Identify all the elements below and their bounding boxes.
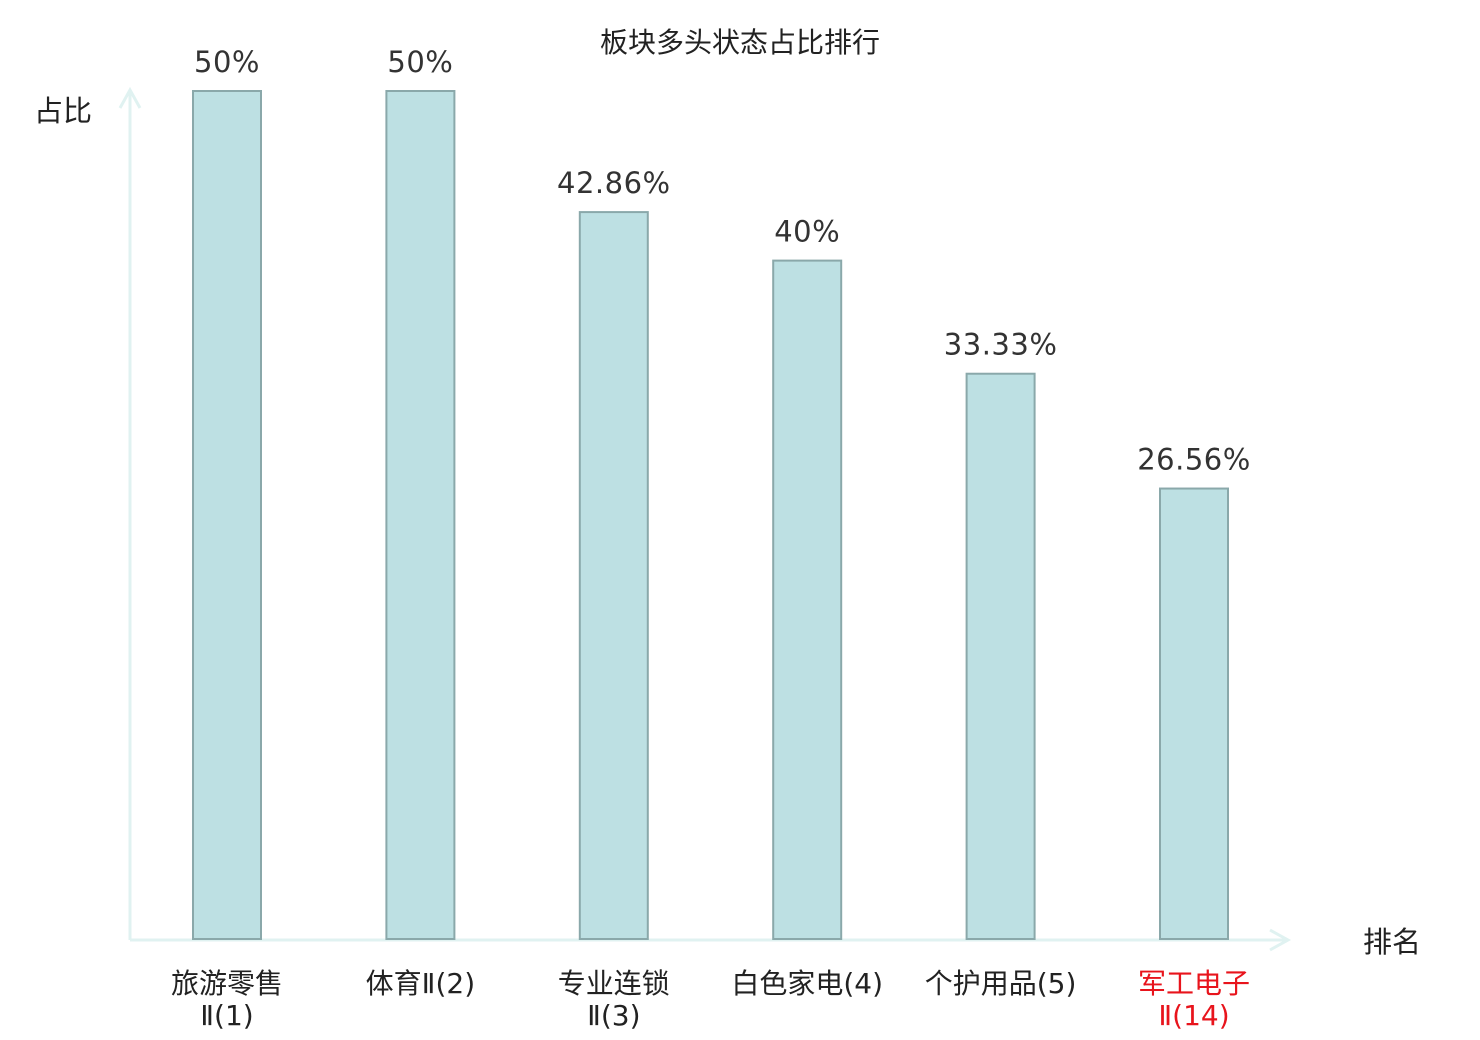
category-label-line: 白色家电(4) xyxy=(731,967,883,1000)
value-label-5: 33.33% xyxy=(944,328,1058,362)
x-axis-label: 排名 xyxy=(1363,925,1421,959)
category-label-5: 个护用品(5) xyxy=(925,967,1077,1000)
category-label-line: 个护用品(5) xyxy=(925,967,1077,1000)
category-label-1: 旅游零售 Ⅱ(1) xyxy=(171,967,283,1032)
category-labels: 旅游零售 Ⅱ(1) 体育Ⅱ(2) 专业连锁 Ⅱ(3) 白色家电(4) 个护用品(5) 军工电子… xyxy=(171,967,1250,1032)
category-label-6: 军工电子 Ⅱ(14) xyxy=(1138,967,1250,1032)
value-label-1: 50% xyxy=(194,45,260,79)
category-label-line: Ⅱ(3) xyxy=(587,999,640,1032)
value-label-4: 40% xyxy=(774,215,840,249)
category-label-line: 体育Ⅱ(2) xyxy=(366,967,475,1000)
category-label-line: 专业连锁 xyxy=(558,967,670,1000)
value-label-6: 26.56% xyxy=(1137,443,1251,477)
bar-1 xyxy=(192,90,262,940)
category-label-line: Ⅱ(14) xyxy=(1158,999,1229,1032)
bar-5 xyxy=(965,372,1036,940)
value-label-3: 42.86% xyxy=(557,166,671,200)
category-label-3: 专业连锁 Ⅱ(3) xyxy=(558,967,670,1032)
chart-title: 板块多头状态占比排行 xyxy=(600,26,880,59)
value-label-2: 50% xyxy=(387,45,453,79)
bar-2 xyxy=(385,90,456,940)
category-label-line: Ⅱ(1) xyxy=(200,999,253,1032)
y-axis-label: 占比 xyxy=(34,94,92,128)
value-labels: 50% 50% 42.86% 40% 33.33% 26.56% xyxy=(194,45,1251,477)
category-label-line: 军工电子 xyxy=(1138,967,1250,1000)
y-axis-arrow-icon xyxy=(118,86,142,109)
bars xyxy=(192,90,1229,941)
bar-4 xyxy=(772,259,843,941)
bar-3 xyxy=(578,211,649,940)
category-label-line: 旅游零售 xyxy=(171,967,283,1000)
axes xyxy=(118,86,1292,952)
bar-6 xyxy=(1159,487,1229,940)
category-label-4: 白色家电(4) xyxy=(731,967,883,1000)
x-axis-arrow-icon xyxy=(1269,928,1292,952)
category-label-2: 体育Ⅱ(2) xyxy=(366,967,475,1000)
